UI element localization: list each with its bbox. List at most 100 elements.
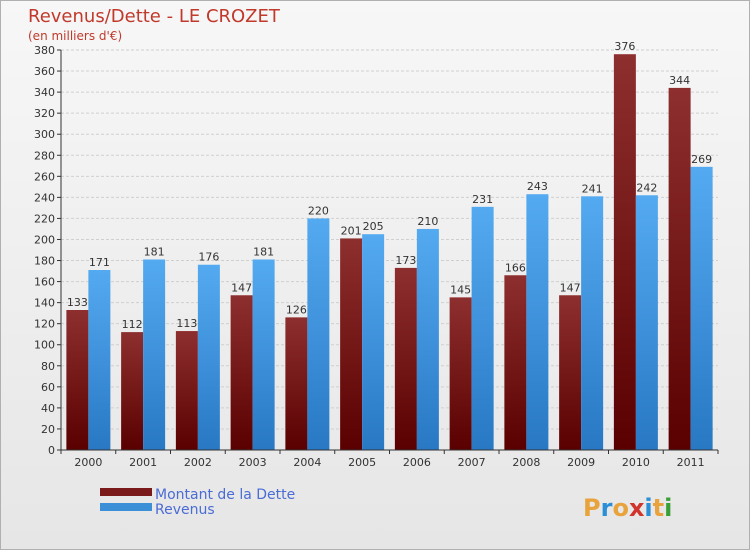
x-tick-label-2004: 2004 xyxy=(293,456,321,469)
y-tick-label: 20 xyxy=(41,423,55,436)
logo-letter: o xyxy=(612,494,629,522)
logo-letter: t xyxy=(653,494,664,522)
legend-label-revenue: Revenus xyxy=(155,502,215,518)
legend-label-debt: Montant de la Dette xyxy=(155,487,295,503)
y-tick-label: 60 xyxy=(41,381,55,394)
logo-letter: r xyxy=(601,494,613,522)
x-tick-label-2011: 2011 xyxy=(677,456,705,469)
y-tick-label: 280 xyxy=(34,149,55,162)
y-tick-label: 240 xyxy=(34,191,55,204)
legend: Montant de la Dette Revenus xyxy=(100,487,295,518)
logo-letter: x xyxy=(629,494,645,522)
x-tick-label-2008: 2008 xyxy=(512,456,540,469)
x-tick-label-2003: 2003 xyxy=(239,456,267,469)
data-label-revenue-2007: 231 xyxy=(472,193,493,206)
bar-revenue-2000 xyxy=(88,270,111,450)
y-tick-label: 100 xyxy=(34,339,55,352)
y-tick-label: 200 xyxy=(34,233,55,246)
y-tick-label: 140 xyxy=(34,297,55,310)
bar-debt-2003 xyxy=(230,295,253,450)
x-tick-label-2000: 2000 xyxy=(74,456,102,469)
y-tick-label: 0 xyxy=(48,444,55,457)
y-tick-label: 80 xyxy=(41,360,55,373)
bar-revenue-2003 xyxy=(252,259,275,450)
y-tick-label: 360 xyxy=(34,65,55,78)
logo-letter: P xyxy=(583,494,601,522)
data-label-debt-2004: 126 xyxy=(286,303,307,316)
data-label-revenue-2010: 242 xyxy=(636,181,657,194)
logo-letter: i xyxy=(664,494,672,522)
chart-title: Revenus/Dette - LE CROZET xyxy=(28,6,281,27)
y-tick-label: 220 xyxy=(34,212,55,225)
x-tick-label-2006: 2006 xyxy=(403,456,431,469)
bar-debt-2006 xyxy=(394,267,417,450)
data-label-debt-2001: 112 xyxy=(122,318,143,331)
bar-revenue-2010 xyxy=(635,195,658,450)
data-label-debt-2000: 133 xyxy=(67,296,88,309)
data-label-revenue-2009: 241 xyxy=(582,182,603,195)
y-tick-label: 40 xyxy=(41,402,55,415)
x-axis-ticks: 2000 2001 2002 2003 2004 2005 2006 2007 2008 2009… xyxy=(60,450,719,469)
bar-revenue-2011 xyxy=(690,166,713,450)
y-tick-label: 320 xyxy=(34,107,55,120)
x-tick-label-2009: 2009 xyxy=(567,456,595,469)
data-label-debt-2003: 147 xyxy=(231,281,252,294)
data-label-revenue-2008: 243 xyxy=(527,180,548,193)
bar-revenue-2008 xyxy=(526,194,549,450)
data-label-debt-2005: 201 xyxy=(341,224,362,237)
data-label-revenue-2002: 176 xyxy=(198,251,219,264)
bar-revenue-2001 xyxy=(143,259,166,450)
bar-debt-2000 xyxy=(66,310,89,450)
x-tick-label-2001: 2001 xyxy=(129,456,157,469)
bar-revenue-2009 xyxy=(581,196,604,450)
data-label-revenue-2000: 171 xyxy=(89,256,110,269)
bar-debt-2005 xyxy=(340,238,363,450)
logo-letter: i xyxy=(644,494,652,522)
y-tick-label: 260 xyxy=(34,170,55,183)
x-tick-label-2005: 2005 xyxy=(348,456,376,469)
bar-debt-2007 xyxy=(449,297,472,450)
data-label-debt-2009: 147 xyxy=(560,281,581,294)
bar-debt-2009 xyxy=(559,295,582,450)
bar-revenue-2007 xyxy=(471,206,494,450)
y-tick-label: 160 xyxy=(34,276,55,289)
y-tick-label: 300 xyxy=(34,128,55,141)
y-tick-label: 340 xyxy=(34,86,55,99)
data-label-debt-2008: 166 xyxy=(505,261,526,274)
y-tick-label: 120 xyxy=(34,318,55,331)
data-label-debt-2007: 145 xyxy=(450,283,471,296)
bar-revenue-2005 xyxy=(362,234,385,450)
data-label-debt-2006: 173 xyxy=(395,254,416,267)
legend-swatch-revenue xyxy=(100,503,152,511)
data-label-debt-2002: 113 xyxy=(176,317,197,330)
legend-swatch-debt xyxy=(100,488,152,496)
bar-revenue-2002 xyxy=(197,264,220,450)
y-tick-label: 180 xyxy=(34,255,55,268)
bar-debt-2011 xyxy=(668,87,691,450)
y-axis-ticks: 0 20 40 60 80 100 120 140 160 180 200 220 240 260 280 3… xyxy=(34,44,61,457)
data-label-debt-2010: 376 xyxy=(614,40,635,53)
proxiti-logo: Proxiti xyxy=(583,494,672,522)
chart-subtitle: (en milliers d'€) xyxy=(28,29,122,43)
x-tick-label-2002: 2002 xyxy=(184,456,212,469)
data-label-debt-2011: 344 xyxy=(669,74,690,87)
x-tick-label-2007: 2007 xyxy=(458,456,486,469)
y-tick-label: 380 xyxy=(34,44,55,57)
data-label-revenue-2001: 181 xyxy=(144,245,165,258)
data-label-revenue-2004: 220 xyxy=(308,204,329,217)
x-tick-label-2010: 2010 xyxy=(622,456,650,469)
bar-revenue-2004 xyxy=(307,218,330,450)
data-labels: 133 171 112 181 113 176 147 181 126 220 201 205 173 2… xyxy=(67,40,712,331)
data-label-revenue-2005: 205 xyxy=(363,220,384,233)
bars xyxy=(66,54,713,451)
bar-debt-2010 xyxy=(613,54,636,451)
data-label-revenue-2006: 210 xyxy=(417,215,438,228)
bar-debt-2008 xyxy=(504,275,527,450)
data-label-revenue-2011: 269 xyxy=(691,153,712,166)
bar-debt-2001 xyxy=(121,332,144,450)
bar-debt-2004 xyxy=(285,317,308,450)
bar-revenue-2006 xyxy=(416,228,439,450)
data-label-revenue-2003: 181 xyxy=(253,245,274,258)
